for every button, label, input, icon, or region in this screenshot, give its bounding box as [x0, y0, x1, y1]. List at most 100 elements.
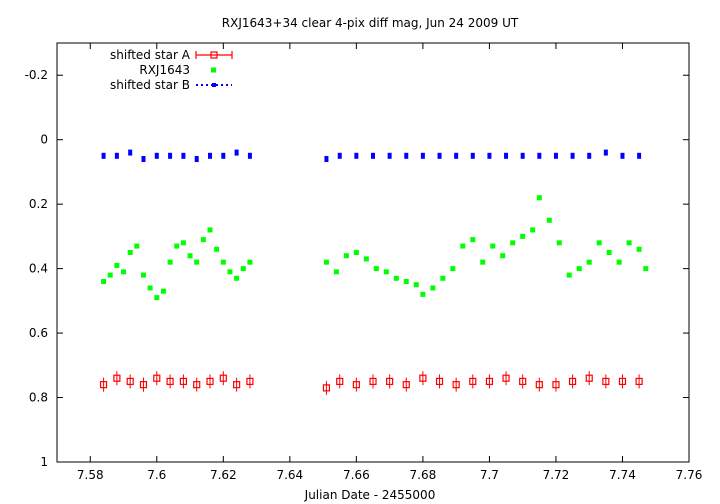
- data-point: [520, 233, 526, 239]
- data-point: [520, 152, 525, 159]
- y-tick-label: 0.6: [29, 326, 48, 340]
- series-1: [101, 195, 649, 301]
- legend-swatch: [210, 51, 218, 59]
- data-point: [140, 272, 146, 278]
- data-point: [114, 152, 119, 159]
- data-point: [214, 246, 220, 252]
- data-point: [373, 266, 379, 272]
- data-point: [168, 152, 173, 159]
- data-point: [323, 259, 329, 265]
- data-point: [154, 295, 160, 301]
- data-point: [101, 279, 107, 285]
- data-point: [440, 275, 446, 281]
- data-point: [586, 259, 592, 265]
- data-point: [566, 272, 572, 278]
- data-point: [354, 152, 359, 159]
- data-point: [502, 374, 510, 382]
- data-point: [227, 269, 233, 275]
- data-point: [220, 259, 226, 265]
- data-point: [221, 152, 226, 159]
- data-point: [240, 266, 246, 272]
- data-point: [371, 152, 375, 159]
- data-point: [343, 253, 349, 259]
- data-point: [174, 243, 180, 249]
- data-point: [403, 279, 409, 285]
- data-point: [626, 240, 632, 246]
- y-tick-label: 0.4: [29, 262, 48, 276]
- data-point: [353, 250, 359, 255]
- y-tick-label: -0.2: [25, 68, 48, 82]
- data-point: [167, 259, 173, 265]
- data-point: [470, 152, 475, 159]
- data-point: [546, 217, 552, 223]
- data-point: [207, 227, 213, 233]
- data-point: [134, 243, 140, 249]
- legend-swatch: [211, 67, 216, 73]
- data-point: [352, 381, 360, 389]
- data-point: [470, 237, 476, 243]
- legend-swatch: [212, 83, 216, 87]
- data-point: [537, 152, 542, 159]
- x-tick-label: 7.76: [676, 468, 703, 482]
- data-point: [618, 377, 627, 386]
- data-point: [553, 152, 558, 159]
- data-point: [504, 152, 509, 159]
- data-point: [420, 291, 426, 297]
- data-point: [219, 374, 227, 382]
- x-tick-label: 7.62: [210, 468, 237, 482]
- data-point: [336, 377, 344, 386]
- data-point: [126, 377, 134, 386]
- data-point: [324, 156, 329, 163]
- data-point: [435, 377, 444, 386]
- data-point: [101, 152, 106, 159]
- data-point: [200, 237, 206, 243]
- y-tick-label: 0.8: [29, 391, 48, 405]
- data-point: [387, 152, 392, 159]
- data-point: [179, 377, 187, 386]
- data-point: [99, 381, 108, 389]
- data-point: [107, 272, 113, 278]
- data-point: [485, 377, 494, 386]
- x-tick-label: 7.66: [343, 468, 370, 482]
- data-point: [637, 152, 642, 159]
- data-point: [337, 152, 342, 159]
- data-point: [180, 240, 186, 246]
- data-point: [535, 381, 543, 389]
- data-point: [480, 259, 486, 265]
- data-point: [363, 256, 369, 262]
- legend-label: shifted star A: [110, 48, 191, 62]
- data-point: [141, 156, 146, 163]
- data-point: [194, 259, 200, 265]
- data-point: [154, 152, 159, 159]
- x-tick-label: 7.58: [77, 468, 104, 482]
- data-point: [113, 374, 121, 382]
- data-point: [206, 377, 214, 386]
- data-point: [430, 285, 436, 291]
- series-2: [101, 149, 642, 163]
- data-point: [437, 152, 442, 159]
- data-point: [635, 377, 643, 386]
- data-point: [450, 266, 456, 272]
- data-point: [606, 250, 612, 255]
- data-point: [383, 269, 389, 275]
- data-point: [490, 243, 496, 249]
- data-point: [160, 288, 166, 294]
- data-point: [643, 266, 649, 272]
- data-point: [585, 374, 593, 382]
- series-0: [99, 371, 643, 395]
- data-point: [460, 243, 466, 249]
- data-point: [127, 250, 133, 255]
- data-point: [500, 253, 506, 259]
- y-tick-label: 1: [40, 455, 48, 469]
- data-point: [166, 377, 174, 386]
- data-point: [194, 156, 199, 163]
- data-point: [234, 149, 239, 156]
- data-point: [404, 152, 409, 159]
- data-point: [420, 152, 425, 159]
- data-point: [187, 253, 193, 259]
- data-point: [620, 152, 625, 159]
- chart-title: RXJ1643+34 clear 4-pix diff mag, Jun 24 …: [222, 16, 519, 30]
- x-tick-label: 7.64: [276, 468, 303, 482]
